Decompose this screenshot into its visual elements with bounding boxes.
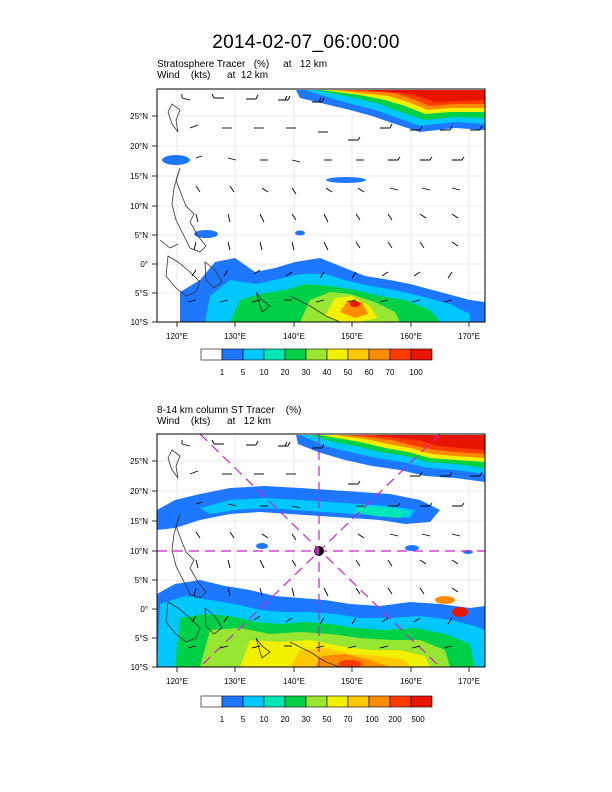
colorbar-swatch [221, 695, 244, 708]
panel1-colorbar-label: 60 [365, 368, 374, 377]
colorbar-swatch [263, 348, 286, 361]
colorbar-swatch [305, 348, 328, 361]
panel1-lon-label: 130°E [224, 332, 246, 341]
panel1-lon-label: 140°E [283, 332, 305, 341]
page-title: 2014-02-07_06:00:00 [212, 32, 400, 53]
panel1-lon-label: 150°E [341, 332, 363, 341]
panel1-lon-label: 170°E [458, 332, 480, 341]
panel2-lat-label: 25°N [130, 457, 148, 466]
panel1-colorbar-label: 40 [323, 368, 332, 377]
panel2-colorbar-label: 500 [411, 715, 425, 724]
colorbar-swatch [221, 348, 244, 361]
colorbar-swatch [326, 695, 349, 708]
colorbar-swatch [242, 695, 265, 708]
panel1-colorbar-label: 50 [344, 368, 353, 377]
panel1-lat-label: 5°S [135, 289, 148, 298]
panel1-subtitle-tracer: Stratosphere Tracer (%) at 12 km [157, 59, 328, 70]
panel1-lon-label: 120°E [166, 332, 188, 341]
panel2-lon-label: 120°E [166, 677, 188, 686]
panel2-wind-barbs [181, 439, 483, 649]
colorbar-swatch [368, 695, 391, 708]
panel2-colorbar-label: 70 [344, 715, 353, 724]
panel1-frame [156, 88, 486, 323]
panel2-lon-label: 170°E [458, 677, 480, 686]
panel1-lon-label: 160°E [400, 332, 422, 341]
panel2-tracer-tropics [157, 580, 485, 667]
colorbar-swatch [368, 348, 391, 361]
panel2-colorbar-label: 200 [388, 715, 402, 724]
colorbar-swatch [347, 348, 370, 361]
colorbar-swatch [410, 348, 433, 361]
panel1-lon-labels: 120°E 130°E 140°E 150°E 160°E 170°E [166, 332, 480, 341]
panel1-colorbar-label: 1 [220, 368, 225, 377]
panel2-lon-label: 130°E [224, 677, 246, 686]
panel1-colorbar-label: 20 [281, 368, 290, 377]
panel2-map: 25°N 20°N 15°N 10°N 5°N 0° 5°S 10°S 120°… [130, 433, 486, 686]
panel2-subtitle-wind: Wind (kts) at 12 km [157, 416, 271, 427]
colorbar-swatch [263, 695, 286, 708]
colorbar-swatch [284, 695, 307, 708]
panel1-colorbar-label: 30 [302, 368, 311, 377]
colorbar-swatch [305, 695, 328, 708]
panel1-colorbar-label: 100 [409, 368, 423, 377]
colorbar-swatch [200, 348, 223, 361]
panel2-colorbar-label: 50 [323, 715, 332, 724]
panel2-frame [156, 433, 486, 668]
panel1-colorbar-label: 5 [241, 368, 246, 377]
panel2-colorbar-label: 5 [241, 715, 246, 724]
panel2-lat-label: 10°S [131, 663, 148, 672]
colorbar-swatch [389, 348, 412, 361]
panel2-tracer-top [296, 435, 485, 482]
colorbar-swatch [347, 695, 370, 708]
panel2-lat-label: 0° [140, 605, 148, 614]
panel2-lat-label: 5°S [135, 634, 148, 643]
panel1-wind-barbs [181, 93, 483, 303]
panel1-tracer-mid [162, 155, 366, 238]
panel1-lat-label: 15°N [130, 172, 148, 181]
panel1-lat-label: 0° [140, 260, 148, 269]
storm-center-marker [314, 546, 324, 556]
colorbar-swatch [200, 695, 223, 708]
panel2-lat-label: 10°N [130, 547, 148, 556]
colorbar-swatch [284, 348, 307, 361]
panel1-map: 25°N 20°N 15°N 10°N 5°N 0° 5°S 10°S 120°… [130, 88, 486, 341]
panel2-lat-labels: 25°N 20°N 15°N 10°N 5°N 0° 5°S 10°S [130, 457, 148, 672]
panel2-lat-label: 20°N [130, 487, 148, 496]
panel2-colorbar-label: 20 [281, 715, 290, 724]
panel1-colorbar: 1 5 10 20 30 40 50 60 70 100 [200, 348, 433, 377]
colorbar-swatch [242, 348, 265, 361]
panel2-lon-label: 150°E [341, 677, 363, 686]
panel2-colorbar: 1 5 10 20 30 50 70 100 200 500 [200, 695, 433, 724]
panel2-lat-label: 15°N [130, 517, 148, 526]
panel1-colorbar-label: 70 [386, 368, 395, 377]
panel2-subtitle-tracer: 8-14 km column ST Tracer (%) [157, 405, 302, 416]
panel1-lat-labels: 25°N 20°N 15°N 10°N 5°N 0° 5°S 10°S [130, 112, 148, 327]
panel2-lon-labels: 120°E 130°E 140°E 150°E 160°E 170°E [166, 677, 480, 686]
panel2-colorbar-label: 100 [365, 715, 379, 724]
panel2-lon-label: 140°E [283, 677, 305, 686]
panel2-colorbar-label: 1 [220, 715, 225, 724]
panel1-tracer-tropics [180, 258, 485, 322]
panel2-lon-label: 160°E [400, 677, 422, 686]
colorbar-swatch [410, 695, 433, 708]
panel2-colorbar-label: 10 [260, 715, 269, 724]
panel1-lat-label: 5°N [135, 231, 149, 240]
panel2-coastlines [165, 449, 341, 667]
panel1-lat-label: 10°N [130, 202, 148, 211]
panel1-colorbar-label: 10 [260, 368, 269, 377]
panel1-coastlines [159, 103, 341, 322]
panel2-lat-label: 5°N [135, 576, 149, 585]
panel2-colorbar-label: 30 [302, 715, 311, 724]
panel1-tracer-top [296, 90, 485, 132]
panel1-lat-label: 10°S [131, 318, 148, 327]
colorbar-swatch [389, 695, 412, 708]
panel1-lat-label: 20°N [130, 142, 148, 151]
colorbar-swatch [326, 348, 349, 361]
panel1-subtitle-wind: Wind (kts) at 12 km [157, 70, 269, 81]
panel1-lat-label: 25°N [130, 112, 148, 121]
